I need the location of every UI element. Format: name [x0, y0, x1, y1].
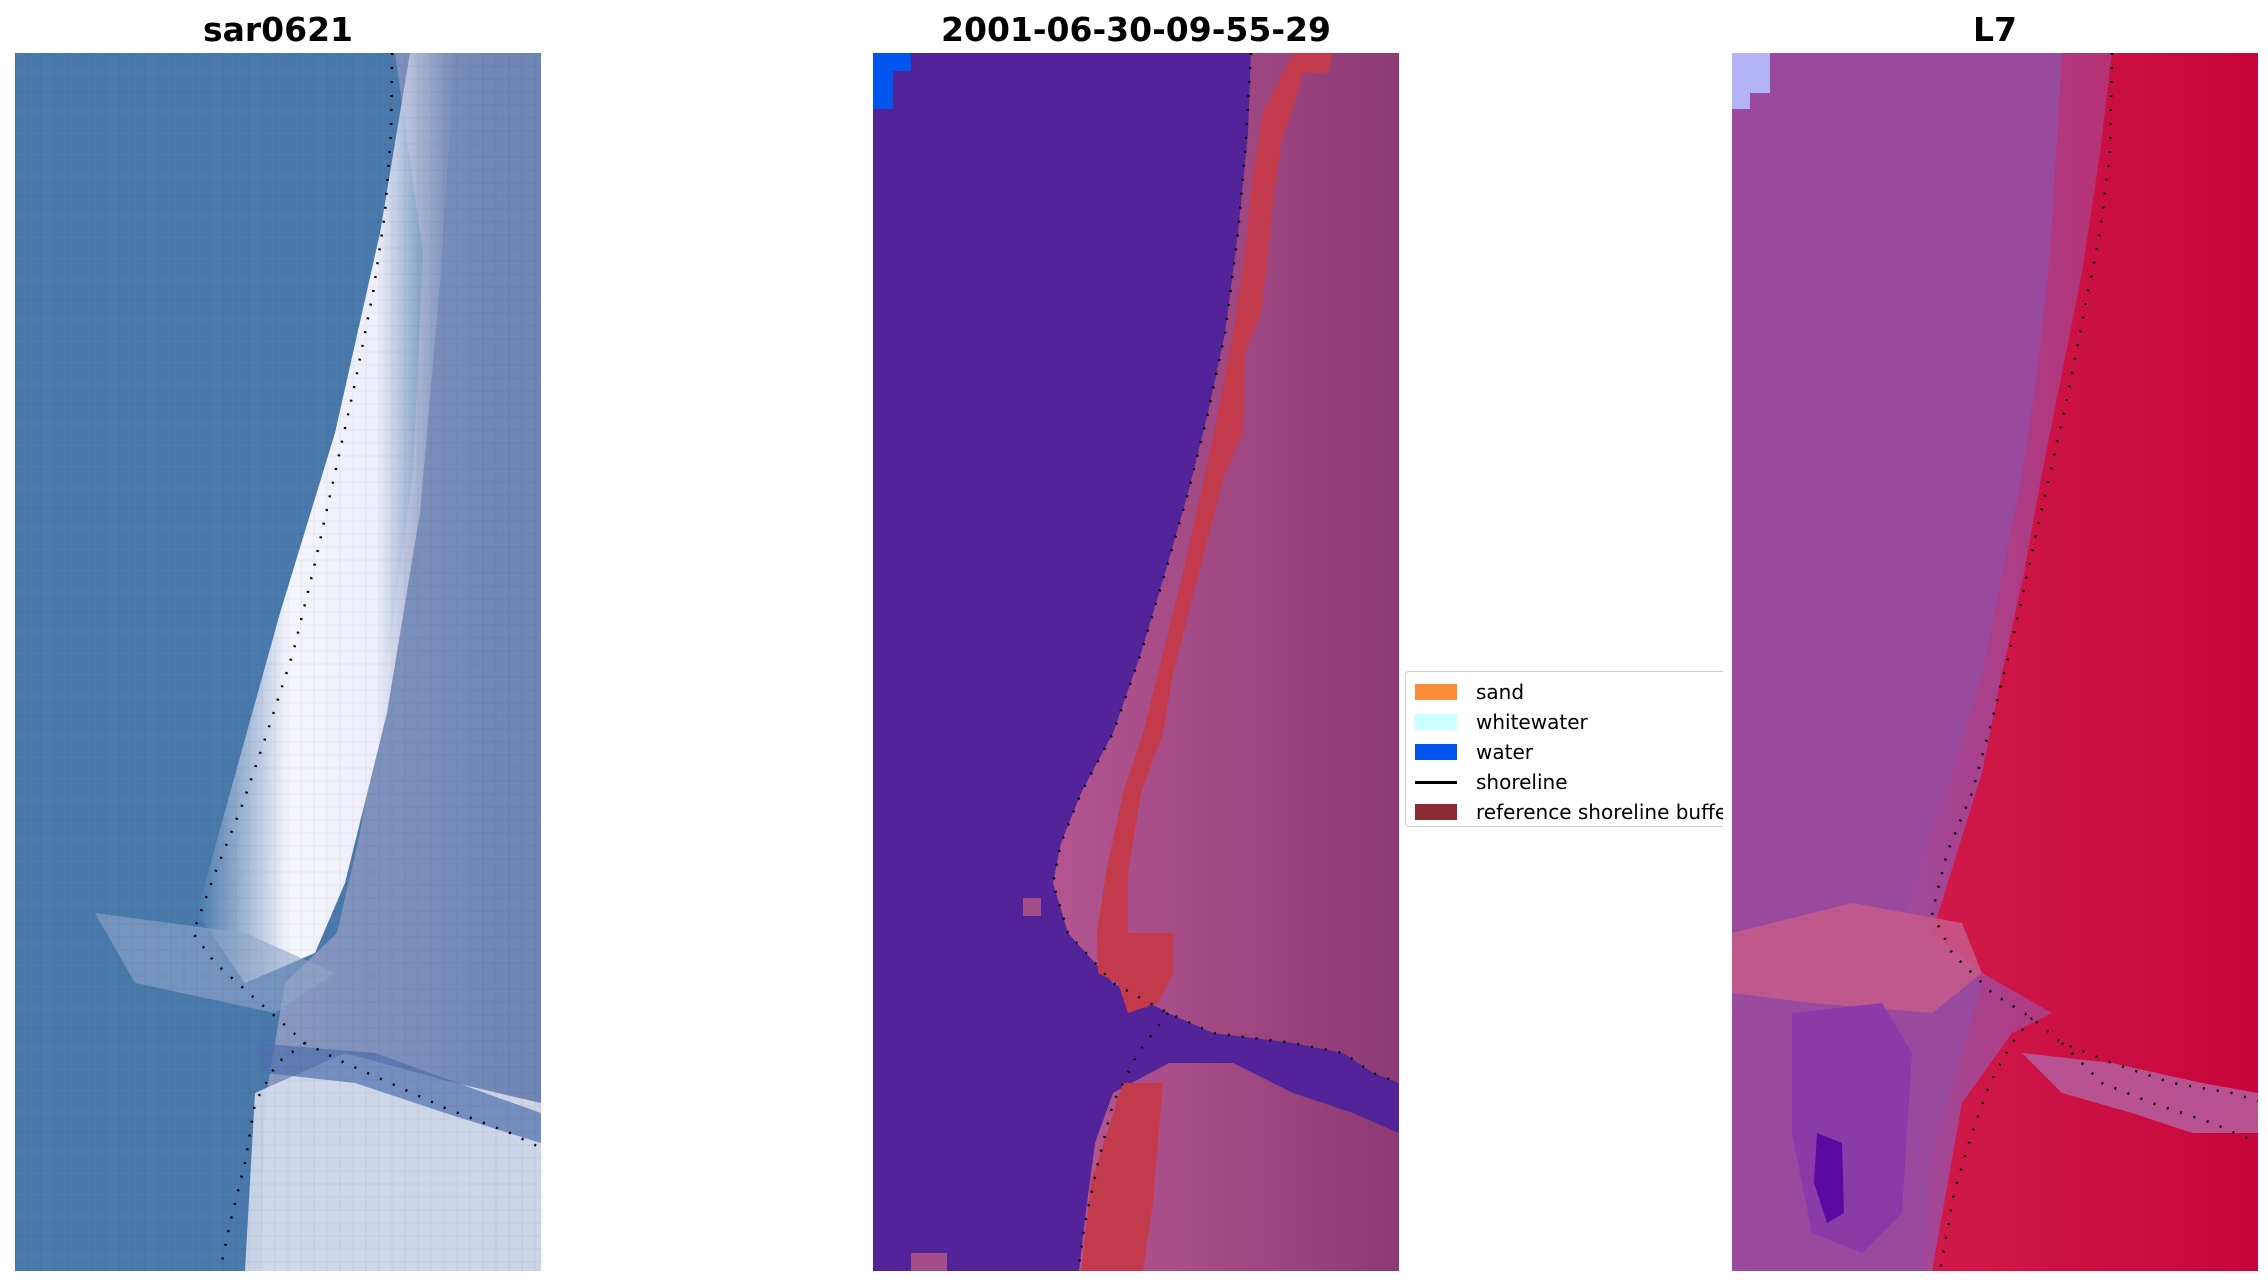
- water-swatch: [1415, 744, 1457, 760]
- sand-swatch: [1415, 684, 1457, 700]
- satellite-rgb-image: [15, 53, 541, 1271]
- legend-label: whitewater: [1476, 710, 1588, 734]
- whitewater-swatch: [1415, 714, 1457, 730]
- legend-label: shoreline: [1476, 770, 1568, 794]
- legend: sand whitewater water shoreline referenc…: [1405, 671, 1723, 827]
- legend-label: sand: [1476, 680, 1525, 704]
- l7-index-image: [1732, 53, 2258, 1271]
- reference-buffer-swatch: [1415, 804, 1457, 820]
- panel-title-center: 2001-06-30-09-55-29: [941, 10, 1331, 49]
- panel-title-left: sar0621: [202, 10, 354, 49]
- legend-label: water: [1476, 740, 1533, 764]
- shoreline-line-swatch: [1415, 781, 1457, 784]
- panel-title-right: L7: [1973, 10, 2017, 49]
- legend-label: reference shoreline buffe: [1476, 800, 1723, 824]
- classified-image: [873, 53, 1399, 1271]
